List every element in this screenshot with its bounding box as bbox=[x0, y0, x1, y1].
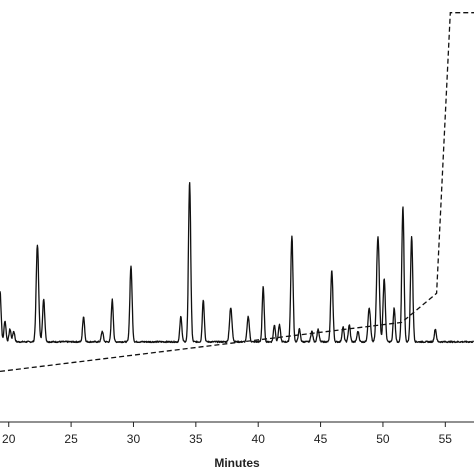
x-axis-ticks bbox=[8, 422, 446, 427]
x-tick-label: 45 bbox=[314, 432, 328, 446]
x-tick-label: 25 bbox=[64, 432, 78, 446]
x-tick-label: 30 bbox=[127, 432, 141, 446]
x-axis-title: Minutes bbox=[214, 456, 260, 470]
x-axis-tick-labels: 20 25 30 35 40 45 50 55 bbox=[2, 432, 452, 446]
x-tick-label: 20 bbox=[2, 432, 16, 446]
gradient-dashed-line bbox=[0, 12, 474, 373]
chromatogram-trace-line bbox=[0, 182, 474, 344]
x-tick-label: 35 bbox=[189, 432, 203, 446]
x-tick-label: 40 bbox=[252, 432, 266, 446]
x-tick-label: 55 bbox=[439, 432, 453, 446]
x-tick-label: 50 bbox=[376, 432, 390, 446]
